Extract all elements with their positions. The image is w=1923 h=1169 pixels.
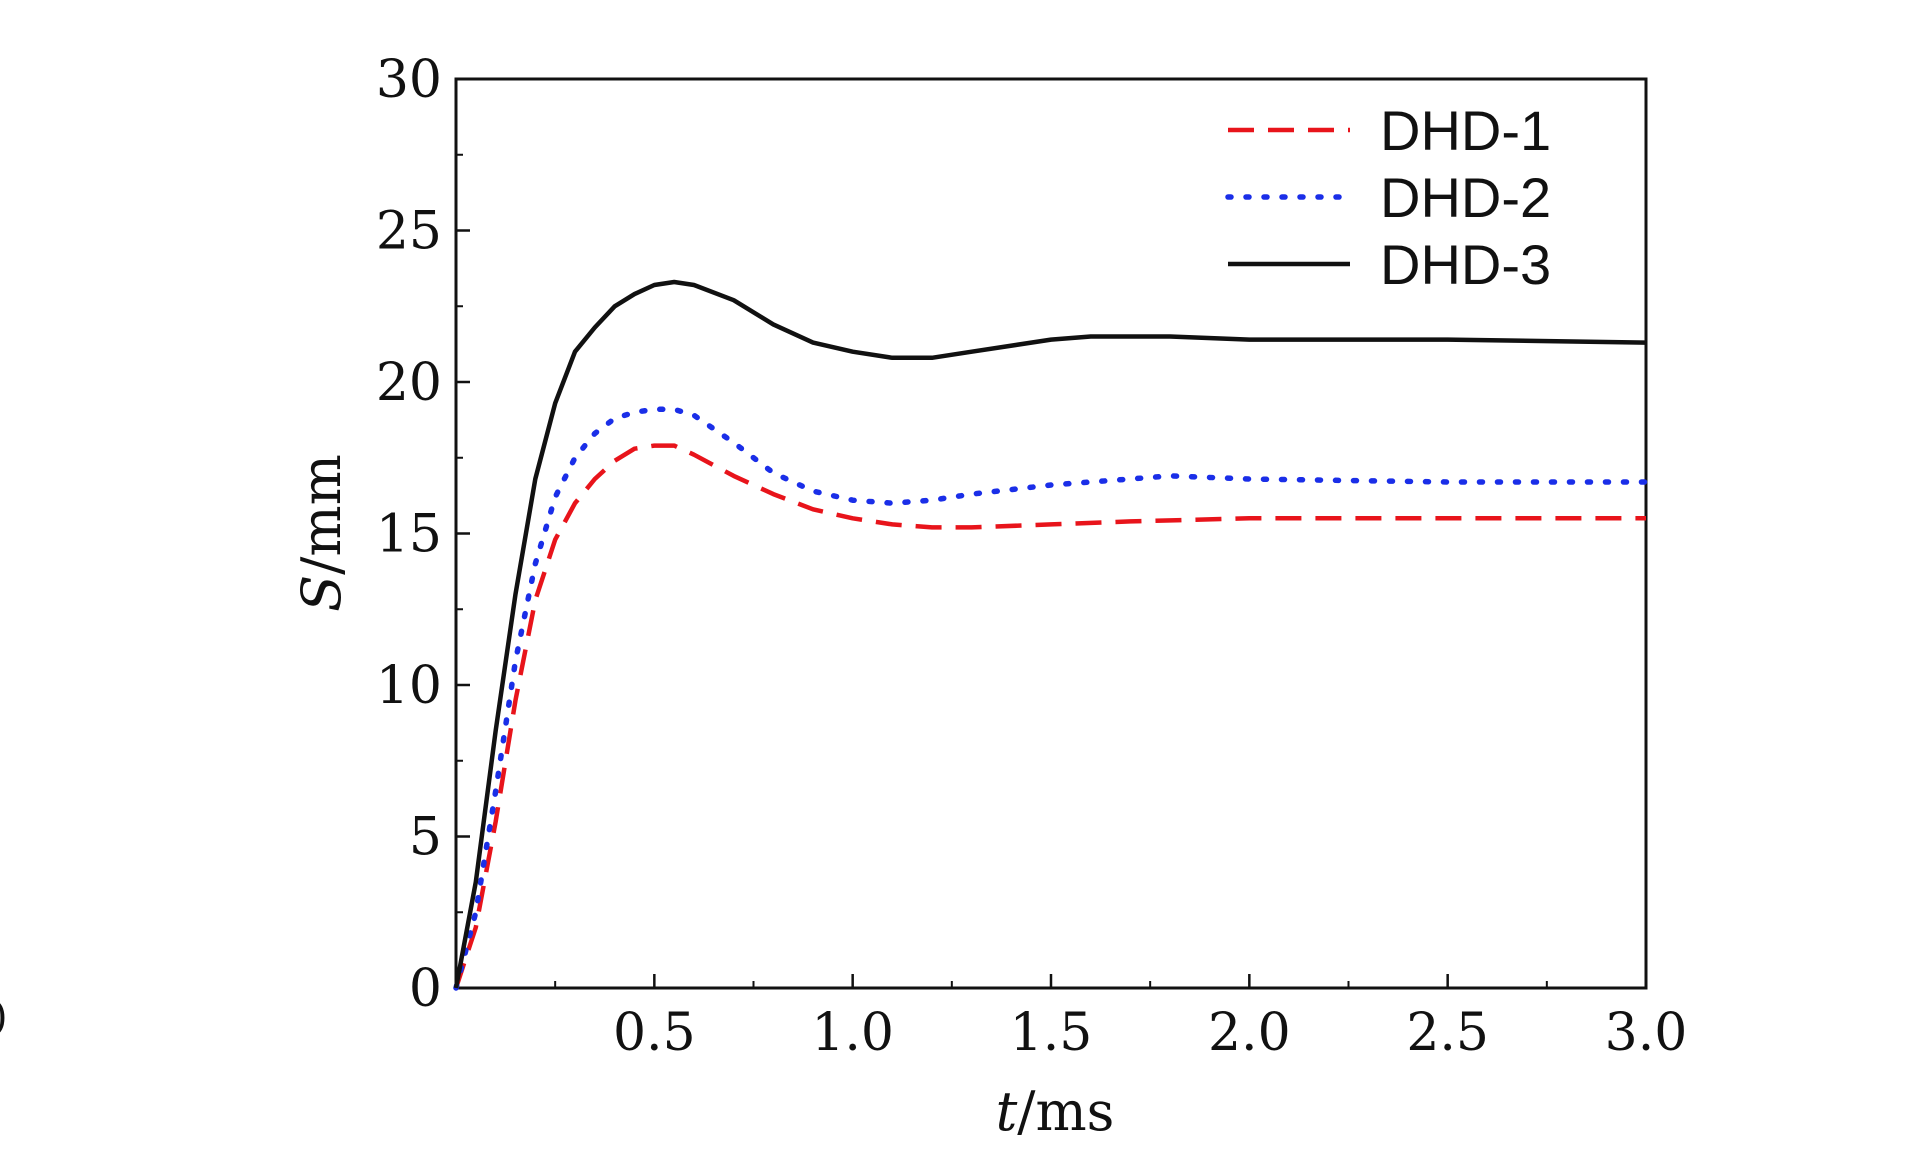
x-tick-label: 1.0 <box>811 1003 894 1063</box>
x-axis-title-variable: t <box>996 1080 1018 1143</box>
x-axis-title-unit: /ms <box>1017 1080 1114 1143</box>
stray-mark: ) <box>0 994 8 1040</box>
x-tick-label: 2.5 <box>1406 1003 1489 1063</box>
series-line-dhd-3 <box>453 279 1647 989</box>
x-tick-label: 1.5 <box>1010 1003 1093 1063</box>
y-axis-title-variable: S <box>290 575 353 612</box>
y-tick-label: 5 <box>409 808 442 868</box>
legend-label-dhd-1: DHD-1 <box>1380 99 1551 162</box>
legend-label-dhd-2: DHD-2 <box>1380 166 1551 229</box>
y-tick-label: 15 <box>376 505 442 565</box>
series-line-dhd-1 <box>453 443 1646 989</box>
legend-label-dhd-3: DHD-3 <box>1380 233 1551 296</box>
axis-tick-labels: 0.5 1.0 1.5 2.0 2.5 3.0 0 5 10 15 20 25 30 <box>376 50 1688 1063</box>
y-axis-title-unit: /mm <box>290 454 353 575</box>
y-tick-label: 25 <box>376 202 442 262</box>
y-axis-title: S/mm <box>290 454 353 612</box>
y-tick-label: 10 <box>376 656 442 716</box>
series-layer <box>453 279 1649 991</box>
series-line-dhd-2 <box>453 406 1649 991</box>
y-tick-label: 20 <box>376 353 442 413</box>
x-tick-label: 3.0 <box>1605 1003 1688 1063</box>
x-tick-label: 0.5 <box>613 1003 696 1063</box>
y-tick-label: 30 <box>376 50 442 110</box>
x-axis-title: t/ms <box>996 1080 1115 1143</box>
x-tick-label: 2.0 <box>1208 1003 1291 1063</box>
y-tick-label: 0 <box>409 959 442 1019</box>
